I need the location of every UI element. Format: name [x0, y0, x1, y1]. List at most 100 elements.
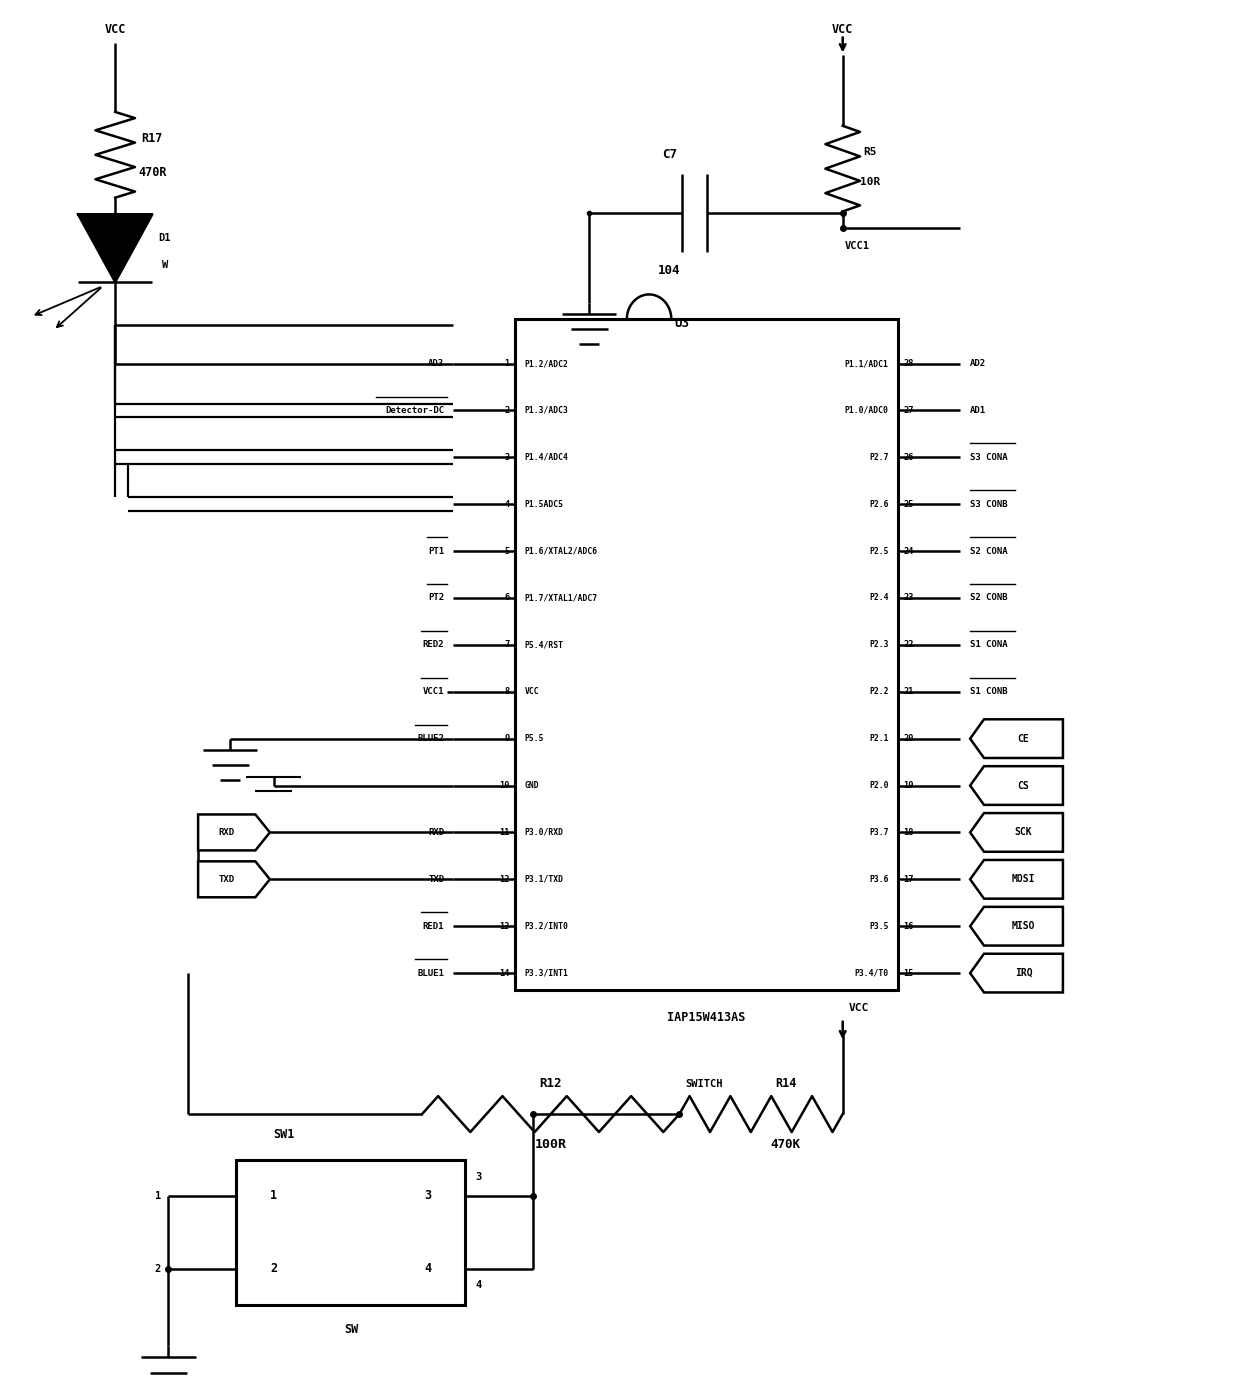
Polygon shape: [970, 719, 1063, 758]
Text: P1.0/ADC0: P1.0/ADC0: [844, 406, 889, 415]
Text: 24: 24: [903, 547, 914, 555]
Text: BLUE2: BLUE2: [418, 734, 444, 744]
Text: P1.1/ADC1: P1.1/ADC1: [844, 359, 889, 368]
Text: 12: 12: [500, 875, 510, 884]
Text: VCC1: VCC1: [423, 687, 444, 697]
Text: W: W: [161, 260, 167, 270]
Text: P1.5ADC5: P1.5ADC5: [525, 500, 564, 508]
Text: 23: 23: [903, 594, 914, 602]
Text: R17: R17: [141, 132, 162, 144]
Text: VCC1: VCC1: [844, 241, 870, 251]
Text: VCC: VCC: [104, 22, 126, 36]
Text: 22: 22: [903, 640, 914, 650]
Text: S2 CONA: S2 CONA: [970, 547, 1008, 555]
Text: P2.3: P2.3: [869, 640, 889, 650]
Text: P2.0: P2.0: [869, 781, 889, 789]
Text: P2.1: P2.1: [869, 734, 889, 744]
Text: SCK: SCK: [1014, 827, 1032, 838]
Text: P3.6: P3.6: [869, 875, 889, 884]
Text: 10R: 10R: [859, 177, 880, 187]
Text: P5.5: P5.5: [525, 734, 544, 744]
Text: 20: 20: [903, 734, 914, 744]
Text: 28: 28: [903, 359, 914, 368]
Text: 19: 19: [903, 781, 914, 789]
Polygon shape: [970, 907, 1063, 946]
Text: CE: CE: [1018, 734, 1029, 744]
Text: 1: 1: [155, 1191, 161, 1201]
Text: P3.0/RXD: P3.0/RXD: [525, 828, 564, 837]
Text: TXD: TXD: [428, 875, 444, 884]
Text: P1.7/XTAL1/ADC7: P1.7/XTAL1/ADC7: [525, 594, 598, 602]
Text: 4: 4: [505, 500, 510, 508]
Text: Detector-DC: Detector-DC: [386, 406, 444, 415]
Text: S1 CONA: S1 CONA: [970, 640, 1008, 650]
Text: S3 CONB: S3 CONB: [970, 500, 1008, 508]
Text: 27: 27: [903, 406, 914, 415]
Polygon shape: [198, 861, 270, 897]
Text: 25: 25: [903, 500, 914, 508]
Text: 13: 13: [500, 921, 510, 931]
Text: 2: 2: [155, 1263, 161, 1274]
Text: 3: 3: [424, 1190, 432, 1202]
Text: VCC: VCC: [849, 1003, 869, 1012]
Text: P3.4/T0: P3.4/T0: [854, 968, 889, 978]
Text: 14: 14: [500, 968, 510, 978]
Text: 470R: 470R: [138, 166, 166, 179]
Text: VCC: VCC: [832, 22, 853, 36]
Text: S2 CONB: S2 CONB: [970, 594, 1008, 602]
Text: 3: 3: [475, 1172, 481, 1183]
Text: 10: 10: [500, 781, 510, 789]
Bar: [237, 1159, 465, 1305]
Text: 5: 5: [505, 547, 510, 555]
Text: 8: 8: [505, 687, 510, 697]
Text: 21: 21: [903, 687, 914, 697]
Text: IRQ: IRQ: [1014, 968, 1032, 978]
Text: P3.7: P3.7: [869, 828, 889, 837]
Text: 7: 7: [505, 640, 510, 650]
Text: P1.4/ADC4: P1.4/ADC4: [525, 453, 569, 461]
Text: P1.3/ADC3: P1.3/ADC3: [525, 406, 569, 415]
Text: 1: 1: [505, 359, 510, 368]
Text: IAP15W413AS: IAP15W413AS: [667, 1011, 745, 1024]
Text: PT1: PT1: [428, 547, 444, 555]
Polygon shape: [198, 814, 270, 850]
Text: 470K: 470K: [771, 1138, 801, 1151]
Text: AD3: AD3: [428, 359, 444, 368]
Polygon shape: [970, 954, 1063, 993]
Text: 6: 6: [505, 594, 510, 602]
Text: 1: 1: [270, 1190, 278, 1202]
Text: RXD: RXD: [218, 828, 234, 837]
Text: CS: CS: [1018, 781, 1029, 791]
Text: P3.1/TXD: P3.1/TXD: [525, 875, 564, 884]
Text: MOSI: MOSI: [1012, 874, 1035, 884]
Text: P3.3/INT1: P3.3/INT1: [525, 968, 569, 978]
Text: 26: 26: [903, 453, 914, 461]
Text: 104: 104: [658, 265, 681, 277]
Text: 9: 9: [505, 734, 510, 744]
Text: TXD: TXD: [218, 875, 234, 884]
Text: AD2: AD2: [970, 359, 986, 368]
Text: P2.5: P2.5: [869, 547, 889, 555]
Text: MISO: MISO: [1012, 921, 1035, 931]
Text: R5: R5: [863, 147, 877, 157]
Text: PT2: PT2: [428, 594, 444, 602]
Bar: [515, 320, 898, 990]
Text: 3: 3: [505, 453, 510, 461]
Text: U3: U3: [675, 317, 689, 330]
Text: 17: 17: [903, 875, 914, 884]
Text: 18: 18: [903, 828, 914, 837]
Polygon shape: [970, 813, 1063, 852]
Text: 11: 11: [500, 828, 510, 837]
Text: SWITCH: SWITCH: [686, 1079, 723, 1089]
Text: R12: R12: [539, 1078, 562, 1090]
Text: AD1: AD1: [970, 406, 986, 415]
Text: 2: 2: [270, 1262, 278, 1276]
Text: P2.6: P2.6: [869, 500, 889, 508]
Text: S3 CONA: S3 CONA: [970, 453, 1008, 461]
Text: VCC: VCC: [525, 687, 539, 697]
Polygon shape: [78, 215, 153, 283]
Text: GND: GND: [525, 781, 539, 789]
Text: P1.6/XTAL2/ADC6: P1.6/XTAL2/ADC6: [525, 547, 598, 555]
Text: 4: 4: [424, 1262, 432, 1276]
Text: RXD: RXD: [428, 828, 444, 837]
